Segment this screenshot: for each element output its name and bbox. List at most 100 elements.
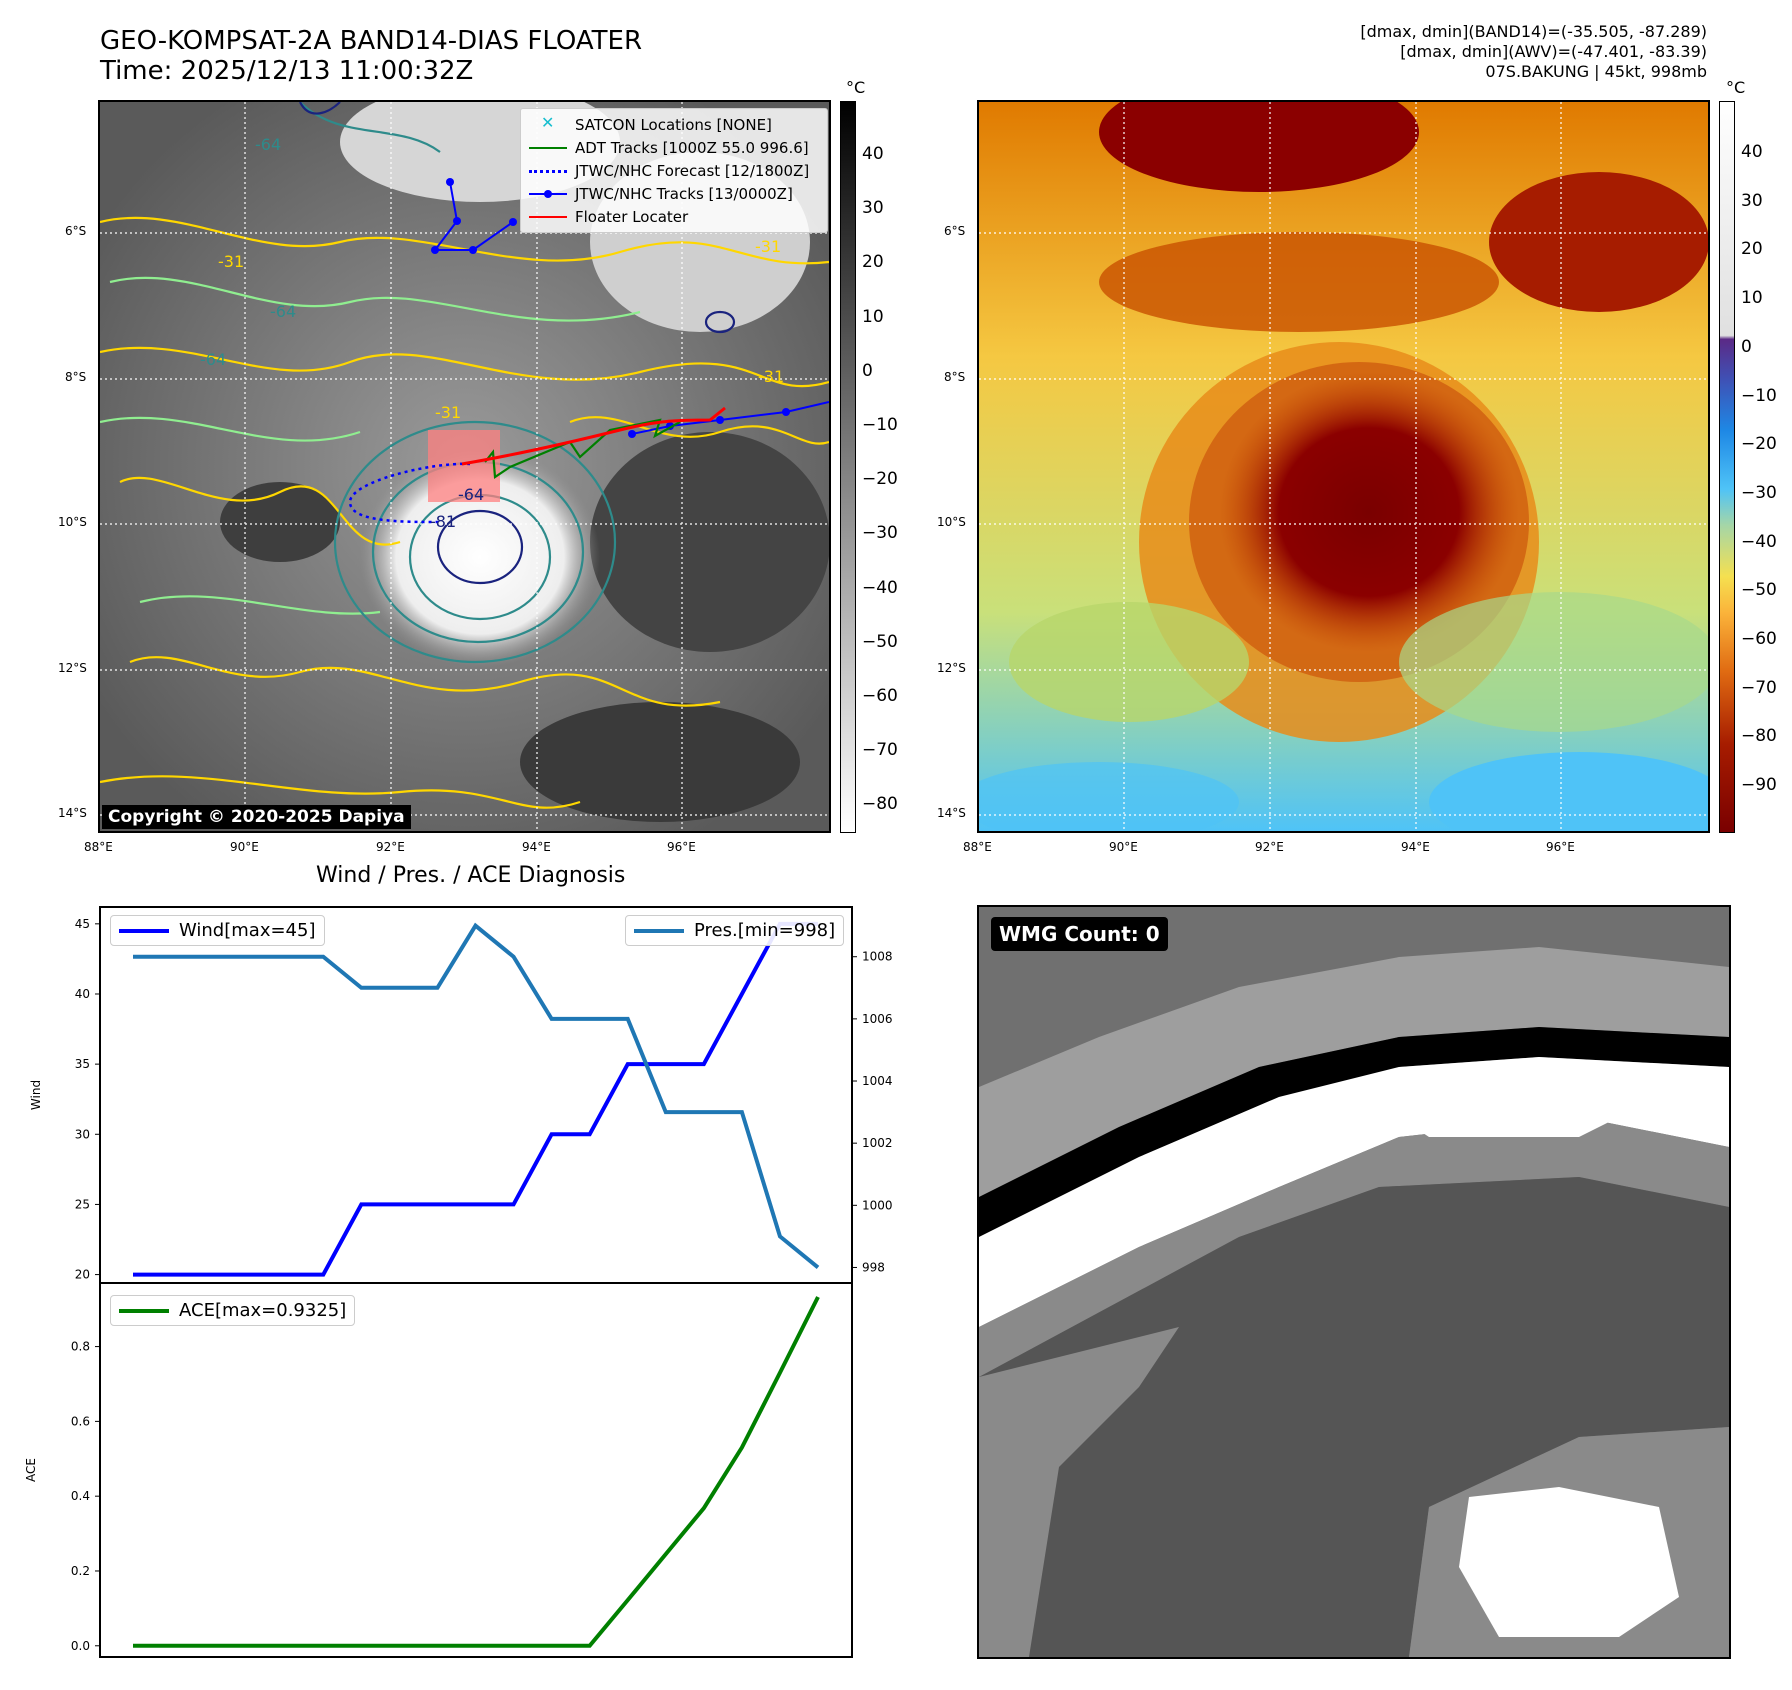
lon-tick: 90°E	[230, 840, 259, 854]
lon-tick: 92°E	[376, 840, 405, 854]
info-storm: 07S.BAKUNG | 45kt, 998mb	[1485, 62, 1707, 81]
colorbar-tick: 20	[1741, 239, 1763, 260]
colorbar-tick: −20	[862, 469, 898, 490]
contour-label: -64	[270, 302, 296, 321]
wind-tick-label: 40	[75, 987, 90, 1001]
figure-time: Time: 2025/12/13 11:00:32Z	[100, 56, 474, 86]
wind-tick-label: 30	[75, 1127, 90, 1141]
pressure-series-line	[133, 922, 820, 1270]
ace-axis-label: ACE	[24, 1458, 38, 1482]
contour-label: -64	[458, 485, 484, 504]
colorbar-tick: −50	[1741, 580, 1777, 601]
ir-legend: ✕ SATCON Locations [NONE] ADT Tracks [10…	[520, 108, 828, 233]
legend-item-floater: Floater Locater	[529, 205, 819, 228]
awv-map-image	[979, 102, 1708, 831]
x-marker-icon: ✕	[541, 112, 555, 132]
colorbar-tick: 10	[862, 306, 884, 327]
colorbar-tick: −70	[1741, 677, 1777, 698]
pressure-legend: Pres.[min=998]	[625, 915, 845, 946]
colorbar-tick: 10	[1741, 288, 1763, 309]
lat-tick: 6°S	[944, 224, 966, 238]
lon-tick: 96°E	[667, 840, 696, 854]
lon-tick: 94°E	[522, 840, 551, 854]
figure-title: GEO-KOMPSAT-2A BAND14-DIAS FLOATER	[100, 26, 643, 56]
wmg-image	[979, 907, 1729, 1657]
colorbar-tick: −60	[862, 686, 898, 706]
lon-tick: 92°E	[1255, 840, 1284, 854]
awv-map-panel	[977, 100, 1710, 833]
colorbar-tick: −70	[862, 740, 898, 761]
colorbar-tick: −10	[1741, 385, 1777, 406]
colorbar-tick: −30	[862, 523, 898, 544]
colorbar-tick: −10	[862, 415, 898, 435]
colorbar-tick: −30	[1741, 482, 1777, 503]
ace-tick-label: 0.4	[71, 1489, 90, 1503]
contour-label: -31	[755, 237, 781, 256]
copyright-label: Copyright © 2020-2025 Dapiya	[102, 805, 411, 829]
contour-label: -64	[255, 135, 281, 154]
wmg-panel: WMG Count: 0	[977, 905, 1731, 1659]
colorbar-tick: 0	[1741, 336, 1752, 357]
contour-label: -81	[430, 512, 456, 531]
pressure-tick-label: 1002	[862, 1136, 893, 1150]
pressure-tick-label: 1008	[862, 950, 893, 964]
lat-tick: 10°S	[937, 515, 966, 529]
lon-tick: 94°E	[1401, 840, 1430, 854]
lon-tick: 90°E	[1109, 840, 1138, 854]
lat-tick: 10°S	[58, 515, 87, 529]
ir-map-panel: -64 -64 -64 -31 -31 -31 -31 -64 -81 ✕ SA…	[98, 100, 831, 833]
legend-item-satcon: ✕ SATCON Locations [NONE]	[529, 113, 819, 136]
lat-tick: 8°S	[65, 370, 87, 384]
wind-series-line	[133, 921, 818, 1277]
pressure-tick-label: 1004	[862, 1074, 893, 1088]
colorbar-tick: 30	[1741, 190, 1763, 211]
pressure-tick-label: 998	[862, 1260, 885, 1274]
lat-tick: 12°S	[58, 661, 87, 675]
awv-colorbar	[1719, 101, 1735, 833]
legend-item-adt: ADT Tracks [1000Z 55.0 996.6]	[529, 136, 819, 159]
colorbar-tick: −40	[862, 577, 898, 598]
info-band14: [dmax, dmin](BAND14)=(-35.505, -87.289)	[1360, 22, 1707, 41]
colorbar-tick: −90	[1741, 775, 1777, 796]
colorbar-tick: 0	[862, 360, 873, 381]
lat-tick: 6°S	[65, 224, 87, 238]
colorbar-tick: −60	[1741, 629, 1777, 649]
ace-tick-label: 0.0	[71, 1639, 90, 1653]
diagnosis-title: Wind / Pres. / ACE Diagnosis	[316, 863, 626, 888]
colorbar-tick: 40	[862, 144, 884, 164]
lat-tick: 14°S	[58, 806, 87, 820]
wind-tick-label: 20	[75, 1268, 90, 1282]
colorbar-tick: −80	[862, 794, 898, 815]
pressure-tick-label: 1006	[862, 1012, 893, 1026]
ace-tick-label: 0.6	[71, 1414, 90, 1428]
colorbar-tick: 40	[1741, 142, 1763, 162]
pressure-tick-label: 1000	[862, 1198, 893, 1212]
lat-tick: 8°S	[944, 370, 966, 384]
wind-axis-label: Wind	[29, 1080, 43, 1110]
ir-colorbar-unit: °C	[846, 78, 866, 97]
colorbar-tick: −20	[1741, 434, 1777, 455]
colorbar-tick: −80	[1741, 726, 1777, 747]
ace-series-line	[133, 1296, 820, 1648]
awv-colorbar-unit: °C	[1726, 78, 1746, 97]
wind-axes-frame	[99, 906, 853, 1284]
ace-tick-label: 0.2	[71, 1564, 90, 1578]
legend-item-jtwc-tracks: JTWC/NHC Tracks [13/0000Z]	[529, 182, 819, 205]
ace-axes-frame	[99, 1282, 853, 1658]
contour-label: -31	[758, 367, 784, 386]
ir-colorbar	[840, 101, 856, 833]
ace-legend: ACE[max=0.9325]	[110, 1295, 356, 1326]
lat-tick: 14°S	[937, 806, 966, 820]
lon-tick: 88°E	[84, 840, 113, 854]
colorbar-tick: −50	[862, 631, 898, 652]
wind-legend: Wind[max=45]	[110, 915, 325, 946]
contour-label: -64	[200, 350, 226, 369]
contour-label: -31	[435, 403, 461, 422]
ace-tick-label: 0.8	[71, 1340, 90, 1354]
diagnosis-chart: 20 25 30 35 40 45 998 1000 1002 1004 1006 1008 0.0 0.…	[24, 906, 893, 1658]
wind-tick-label: 35	[75, 1057, 90, 1071]
wind-tick-label: 45	[75, 917, 90, 931]
lat-tick: 12°S	[937, 661, 966, 675]
info-awv: [dmax, dmin](AWV)=(-47.401, -83.39)	[1400, 42, 1707, 61]
colorbar-tick: 30	[862, 198, 884, 219]
